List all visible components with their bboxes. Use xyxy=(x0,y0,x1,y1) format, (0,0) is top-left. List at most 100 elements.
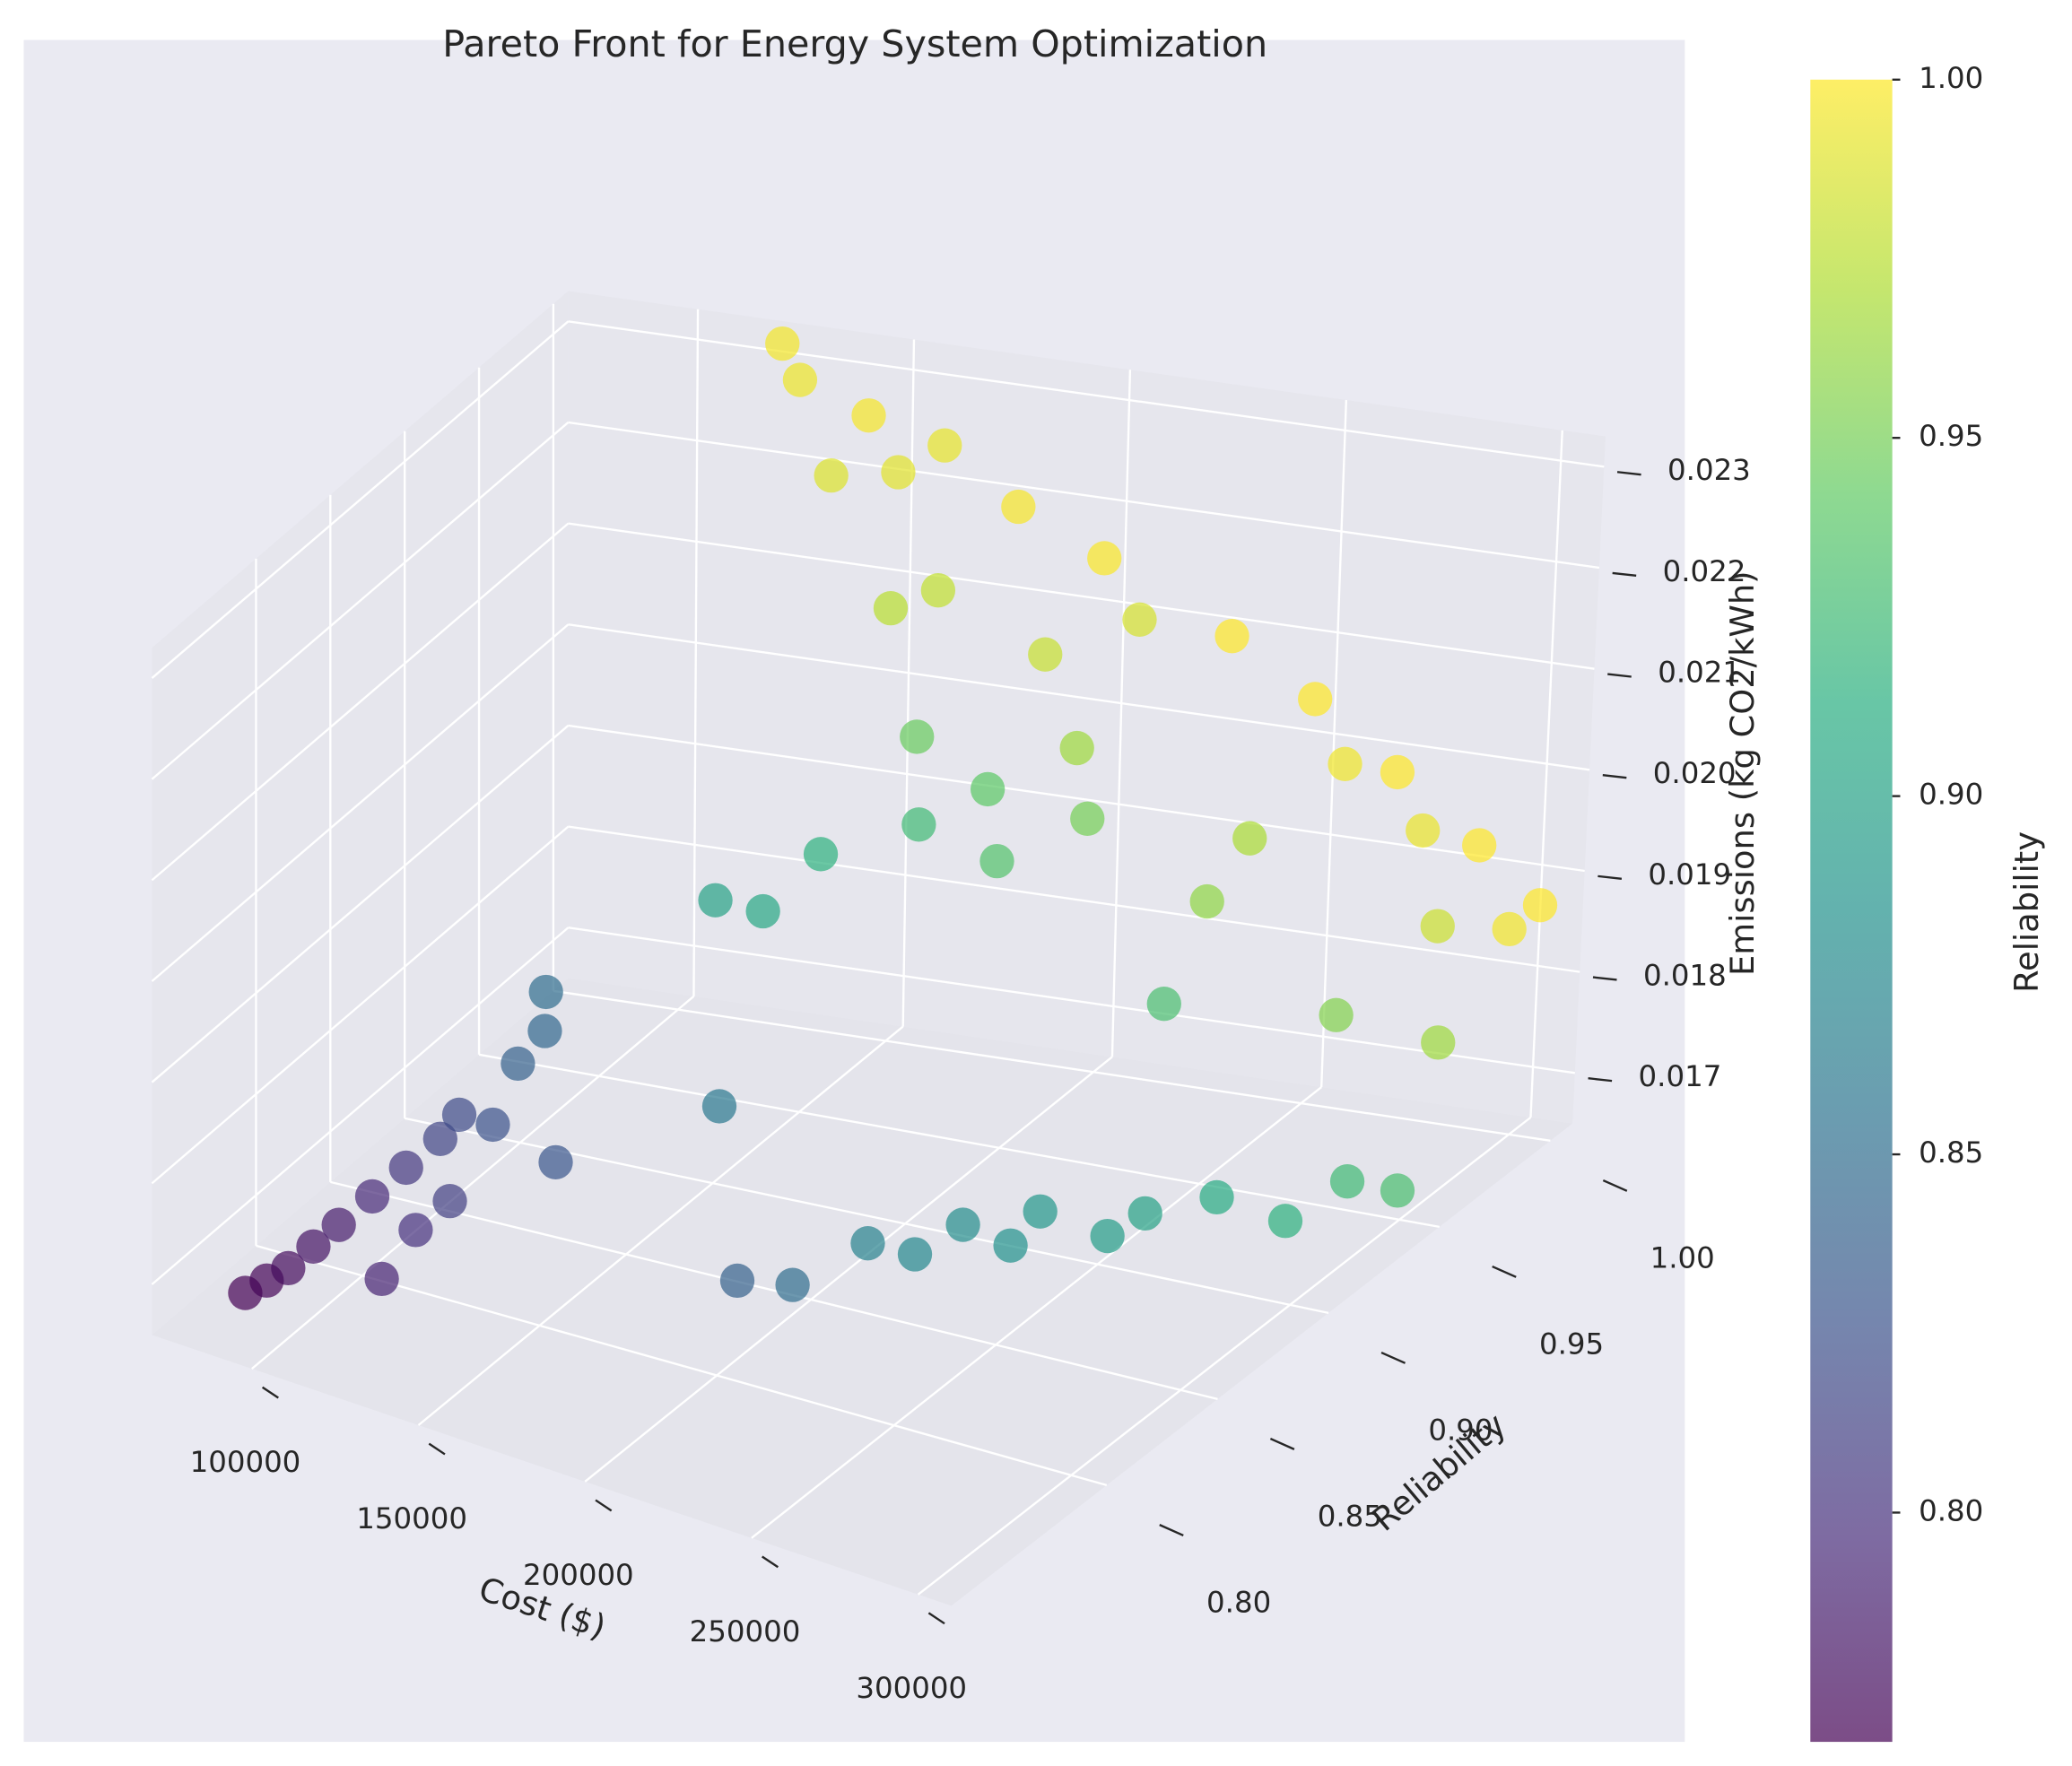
grid-line xyxy=(1529,430,1563,1118)
z-tick-label: 0.018 xyxy=(1643,959,1727,993)
floor-pane xyxy=(152,978,1573,1606)
y-tick-label: 0.90 xyxy=(1428,1413,1493,1447)
point xyxy=(979,843,1014,879)
point xyxy=(475,1107,510,1143)
grid-line xyxy=(151,825,570,1185)
grid-line xyxy=(584,1056,1113,1483)
x-tick xyxy=(261,1386,279,1399)
point xyxy=(765,326,800,361)
grid-line xyxy=(553,989,1551,1142)
point xyxy=(271,1250,306,1286)
z-tick-label: 0.020 xyxy=(1653,756,1737,790)
point xyxy=(1298,682,1333,717)
y-tick xyxy=(1159,1524,1184,1536)
point xyxy=(927,428,962,463)
grid-line xyxy=(151,522,570,882)
y-tick xyxy=(1380,1351,1406,1364)
point xyxy=(321,1207,356,1242)
point xyxy=(920,573,956,608)
grid-line xyxy=(251,995,695,1370)
point xyxy=(1329,1164,1365,1199)
x-tick xyxy=(595,1499,613,1512)
point xyxy=(1059,730,1094,766)
colorbar-tick-label: 0.95 xyxy=(1919,419,1983,453)
x-tick-label: 200000 xyxy=(523,1558,634,1592)
point xyxy=(901,807,936,842)
z-tick xyxy=(1592,976,1617,981)
colorbar-tick-label: 0.90 xyxy=(1919,778,1983,812)
colorbar-label: Reliability xyxy=(2007,831,2046,993)
z-tick xyxy=(1616,471,1641,476)
point xyxy=(814,457,849,493)
point xyxy=(1023,1194,1058,1229)
point xyxy=(1380,754,1415,790)
point xyxy=(897,1237,933,1272)
grid-line xyxy=(568,623,1590,771)
point xyxy=(1462,828,1497,863)
point xyxy=(527,1013,562,1048)
point xyxy=(900,719,935,754)
point xyxy=(851,398,886,433)
x-tick-label: 150000 xyxy=(356,1501,467,1535)
grid-line xyxy=(568,724,1585,873)
grid-line xyxy=(1110,370,1132,1057)
y-tick xyxy=(1602,1179,1628,1192)
point xyxy=(1199,1179,1234,1215)
z-tick xyxy=(1588,1077,1613,1083)
grid-line xyxy=(256,1244,1108,1487)
point xyxy=(1492,911,1527,947)
point xyxy=(701,1089,737,1124)
y-tick-label: 1.00 xyxy=(1650,1240,1715,1274)
point xyxy=(881,455,916,490)
z-tick-label: 0.021 xyxy=(1658,656,1741,690)
z-tick-label: 0.019 xyxy=(1648,857,1731,892)
z-tick xyxy=(1607,673,1632,678)
point xyxy=(1146,987,1181,1022)
point xyxy=(775,1267,810,1302)
point xyxy=(1319,997,1354,1032)
point xyxy=(354,1179,390,1214)
point xyxy=(1232,821,1267,856)
point xyxy=(782,362,818,397)
point xyxy=(1028,637,1063,672)
colorbar-tick-label: 1.00 xyxy=(1919,61,1983,95)
point xyxy=(441,1097,477,1133)
point xyxy=(719,1263,755,1299)
grid-line xyxy=(568,926,1576,1074)
point xyxy=(388,1150,423,1186)
point xyxy=(1420,909,1455,944)
z-tick-label: 0.023 xyxy=(1667,453,1751,487)
point xyxy=(1421,1025,1456,1060)
grid-line xyxy=(151,725,570,1083)
z-tick xyxy=(1612,571,1637,578)
point xyxy=(745,893,780,929)
x-tick-label: 100000 xyxy=(190,1445,301,1479)
colorbar-tick-label: 0.80 xyxy=(1919,1493,1983,1527)
point xyxy=(1522,888,1558,923)
point xyxy=(698,883,733,918)
grid-line xyxy=(478,1053,1440,1229)
x-tick-label: 300000 xyxy=(856,1671,967,1705)
point xyxy=(873,590,909,626)
grid-line xyxy=(151,422,570,780)
point xyxy=(803,837,839,872)
grid-line xyxy=(568,421,1600,570)
point xyxy=(432,1184,467,1219)
point xyxy=(296,1229,331,1264)
grid-line xyxy=(568,320,1605,468)
z-tick xyxy=(1602,774,1627,779)
grid-line xyxy=(151,926,570,1285)
grid-line xyxy=(917,1116,1532,1596)
y-tick-label: 0.85 xyxy=(1318,1499,1382,1533)
point xyxy=(1328,746,1362,781)
point xyxy=(398,1213,433,1248)
grid-line xyxy=(151,320,570,679)
x-tick xyxy=(428,1442,446,1456)
point xyxy=(422,1121,457,1156)
grid-line xyxy=(901,339,916,1027)
chart-title: Pareto Front for Energy System Optimizat… xyxy=(442,22,1267,65)
point xyxy=(538,1144,573,1180)
y-tick xyxy=(1269,1438,1295,1450)
x-tick xyxy=(927,1612,945,1625)
